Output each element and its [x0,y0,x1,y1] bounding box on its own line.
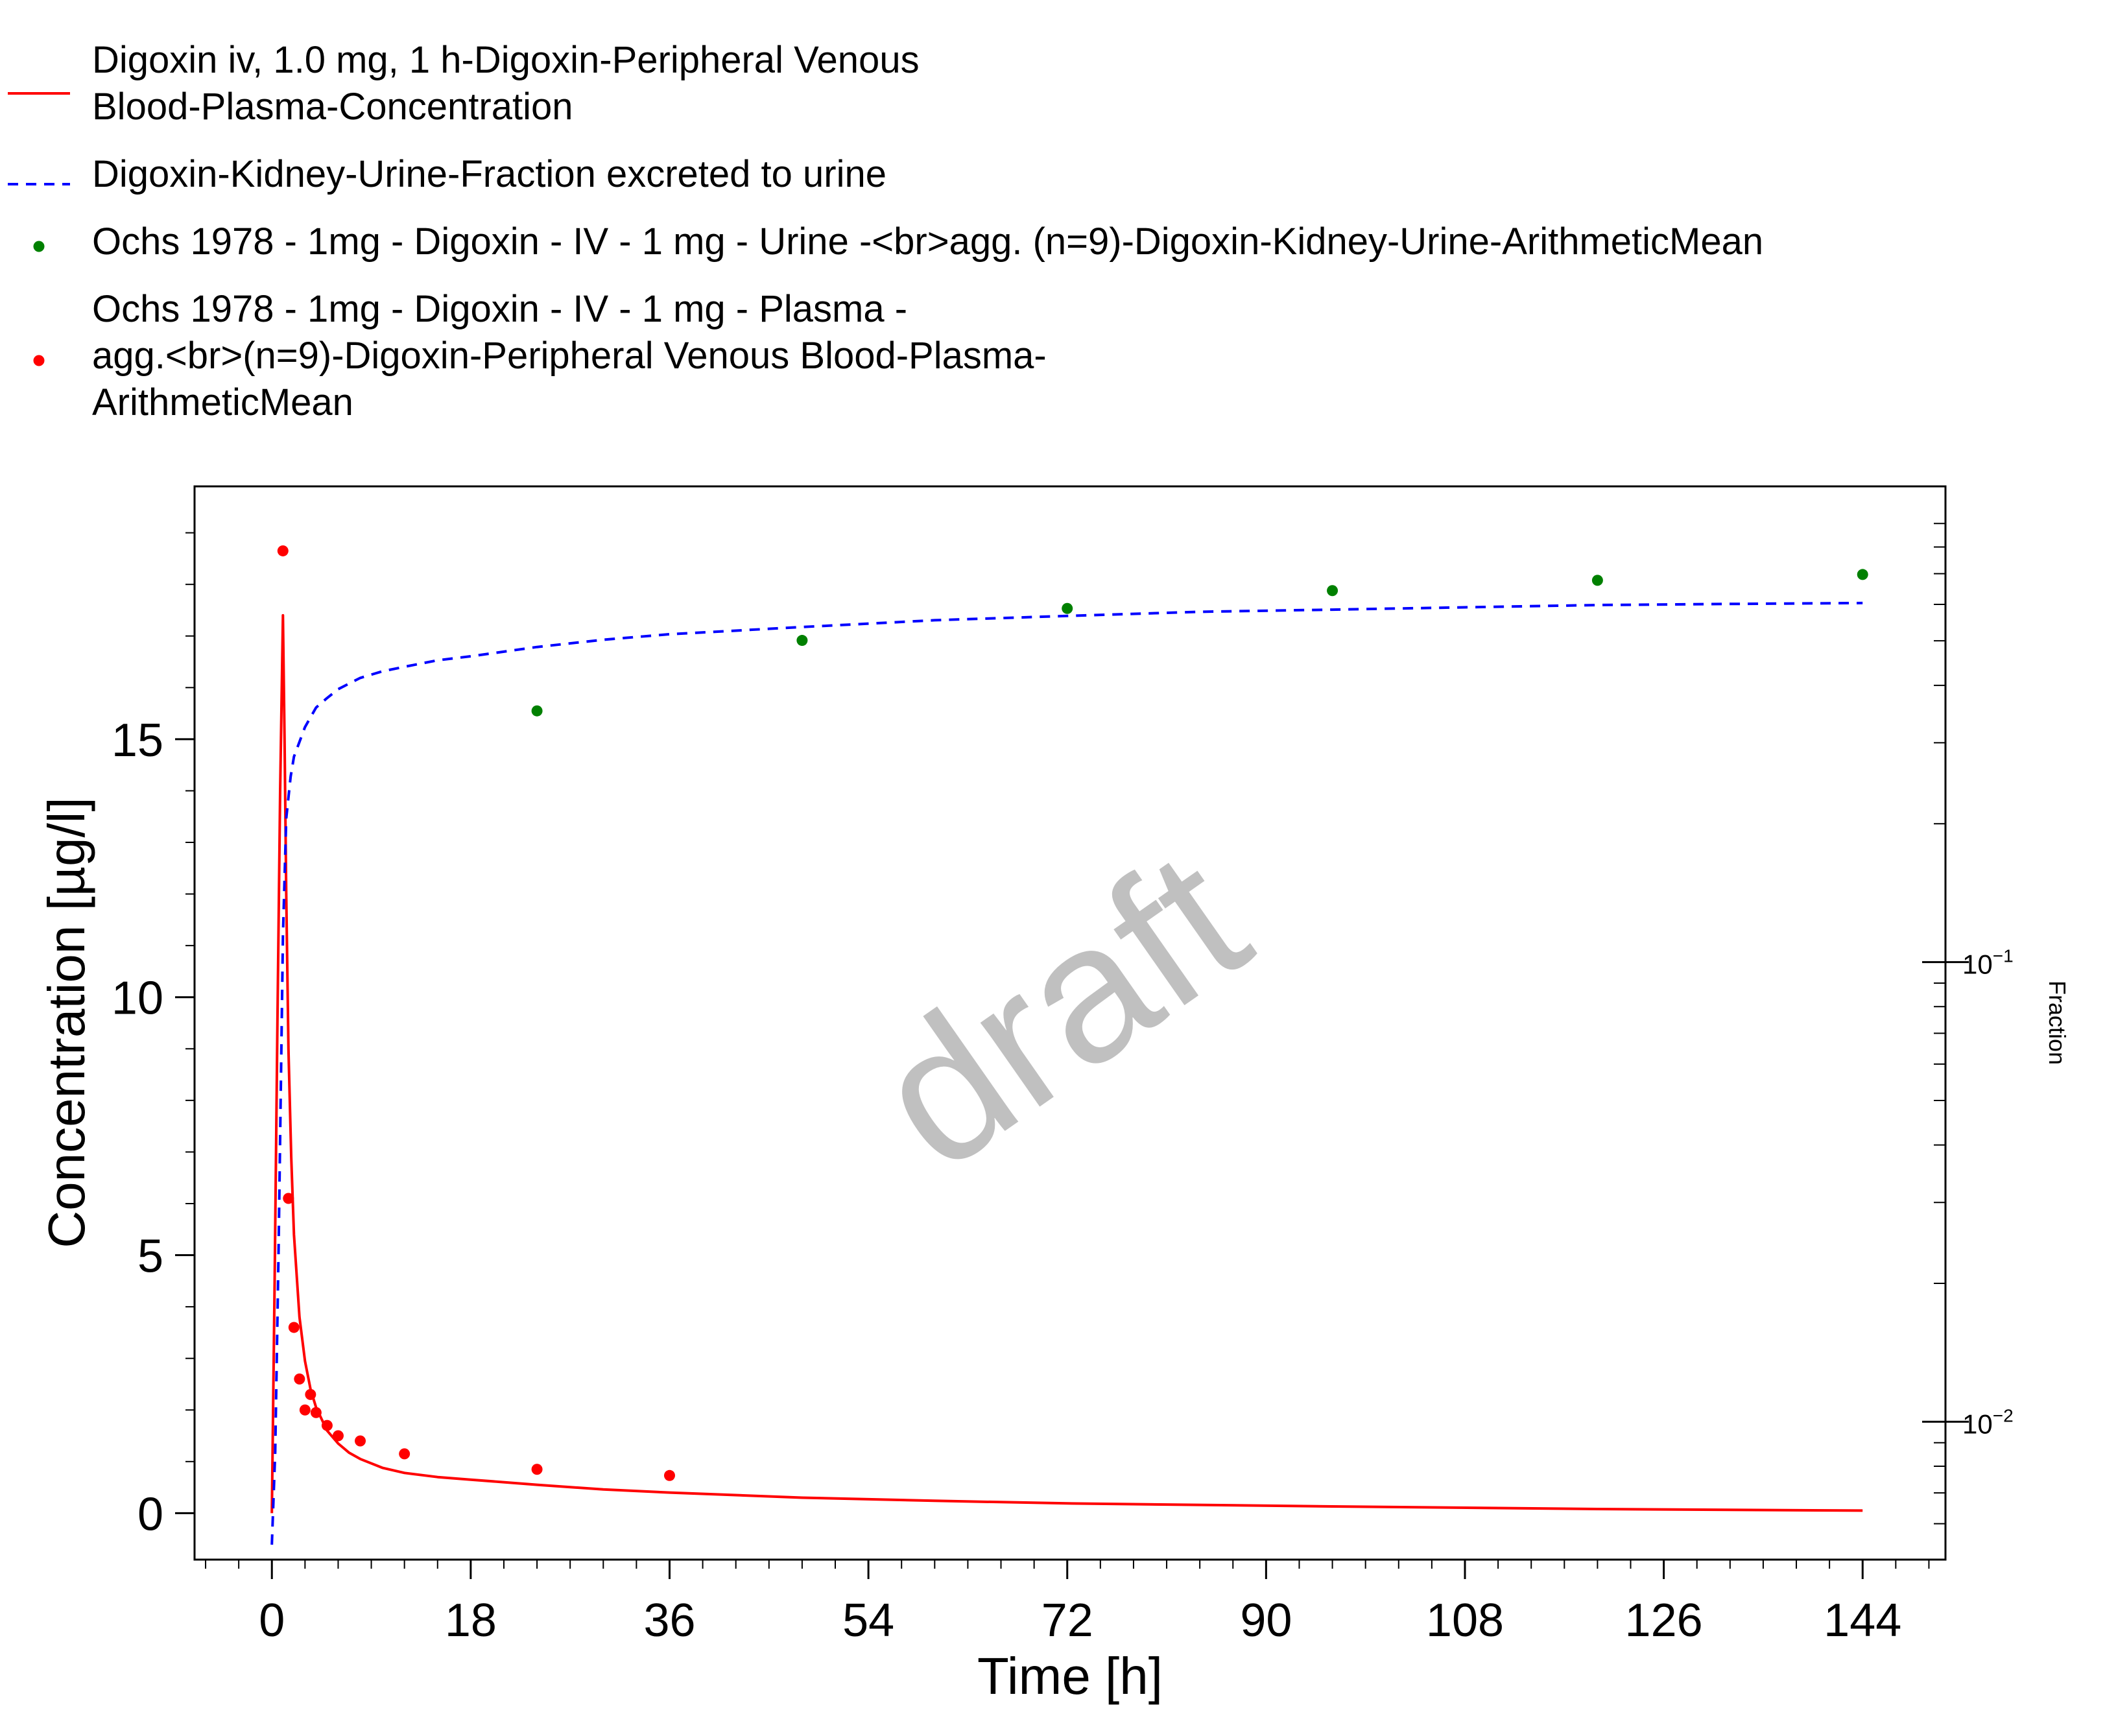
legend-entry-text: Digoxin iv, 1.0 mg, 1 h-Digoxin-Peripher… [92,39,920,81]
x-tick-label: 90 [1240,1595,1292,1647]
y2-tick-label: 10−2 [1962,1405,2014,1439]
series-4-point [321,1420,333,1431]
series-4-point [294,1373,305,1385]
series-4-point [531,1464,543,1475]
x-axis: 0 18 36 54 72 90 108 126 144 [205,1560,1930,1647]
y-tick-label: 15 [112,715,163,767]
x-tick-label: 0 [259,1595,285,1647]
x-tick-label: 72 [1041,1595,1093,1647]
series-4-point [277,545,289,556]
y-axis-right: 10−2 10−1 [1922,523,2014,1525]
series-4-point [355,1435,366,1447]
y-tick-label: 5 [137,1231,163,1283]
series-3-point [1327,585,1338,597]
series-3-point [1857,569,1868,580]
y-axis-left: 0 5 10 15 [112,532,195,1540]
series-4-point [332,1430,344,1442]
legend-entry-text: Blood-Plasma-Concentration [92,86,573,128]
series-2-line [270,601,1863,1545]
x-axis-label: Time [h] [977,1647,1163,1705]
series-4-point [288,1322,300,1333]
series-4-point [399,1448,410,1460]
y-axis-label: Concentration [µg/l] [38,797,95,1248]
x-tick-label: 18 [445,1595,497,1647]
y-tick-label: 0 [137,1488,163,1540]
plot-frame [193,485,1947,1561]
y2-axis-label: Fraction [2044,981,2071,1065]
legend-entry-text: Ochs 1978 - 1mg - Digoxin - IV - 1 mg - … [92,220,1763,263]
series-4-point [299,1404,311,1416]
y-tick-label: 10 [112,973,163,1025]
x-tick-label: 36 [643,1595,695,1647]
legend-swatch-dot [33,241,45,252]
legend-entry-text: Digoxin-Kidney-Urine-Fraction excreted t… [92,153,886,195]
legend-entry-text: ArithmeticMean [92,381,353,423]
series-layer [270,545,1868,1545]
series-3-point [796,635,808,647]
series-4-point [283,1193,294,1204]
legend-swatch-dot [33,355,45,366]
x-tick-label: 126 [1625,1595,1703,1647]
x-tick-label: 144 [1824,1595,1901,1647]
x-tick-label: 108 [1426,1595,1504,1647]
watermark: draft [839,808,1283,1210]
series-4-point [305,1388,316,1400]
y2-tick-label: 10−1 [1962,946,2014,980]
series-3-point [1062,602,1073,614]
series-3-point [1591,575,1603,586]
legend-entry-text: Ochs 1978 - 1mg - Digoxin - IV - 1 mg - … [92,288,907,330]
legend: Digoxin iv, 1.0 mg, 1 h-Digoxin-Peripher… [8,39,1763,423]
series-1-line [270,613,1863,1514]
series-3-point [531,705,543,717]
series-4-point [663,1469,675,1481]
series-4-point [310,1407,322,1418]
x-tick-label: 54 [842,1595,894,1647]
legend-entry-text: agg.<br>(n=9)-Digoxin-Peripheral Venous … [92,335,1047,377]
